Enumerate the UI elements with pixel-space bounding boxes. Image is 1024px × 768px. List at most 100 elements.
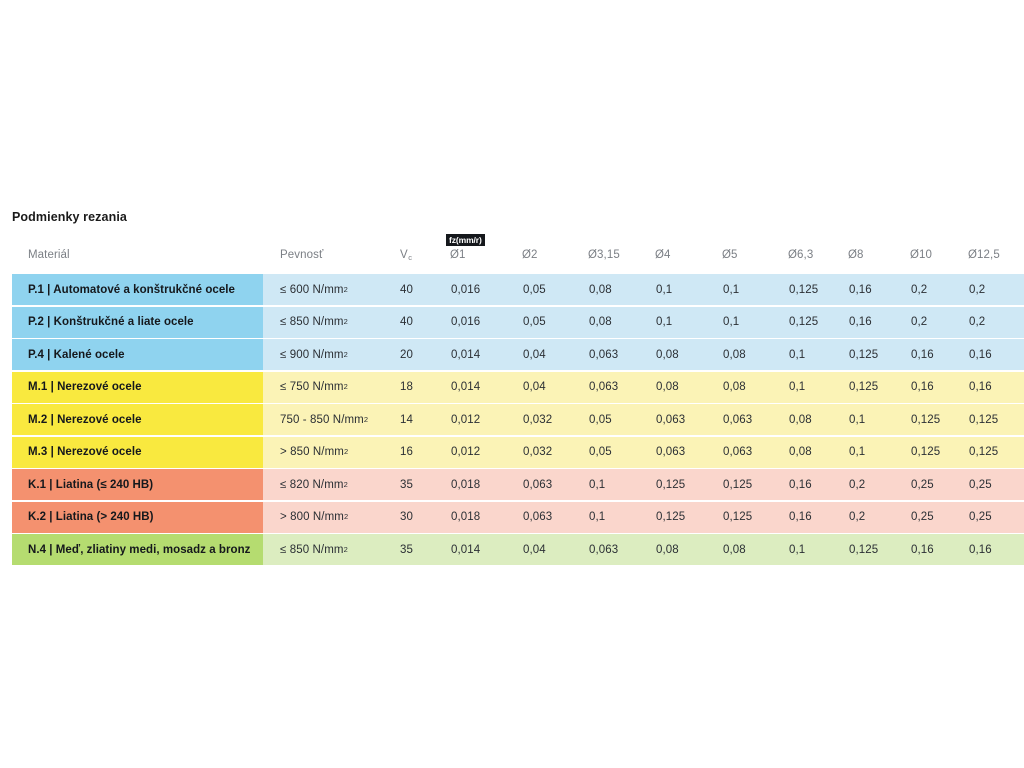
cell-feed-d3: 0,08 (589, 283, 612, 296)
page-title: Podmienky rezania (12, 210, 127, 224)
table-row[interactable]: M.3 | Nerezové ocele > 850 N/mm 2 16 0,012 0,… (0, 436, 1024, 468)
column-header-diameter-7: Ø8 (848, 249, 864, 261)
cell-feed-d6: 0,1 (789, 543, 806, 556)
cell-feed-d1: 0,018 (451, 511, 481, 523)
cell-feed-d3: 0,063 (589, 348, 619, 361)
cell-feed-d2: 0,032 (523, 413, 553, 426)
cell-feed-d7: 0,1 (849, 413, 866, 426)
table-row[interactable]: N.4 | Meď, zliatiny medi, mosadz a bronz… (0, 534, 1024, 565)
cell-feed-d7: 0,125 (849, 381, 879, 393)
table-row[interactable]: K.2 | Liatina (> 240 HB) > 800 N/mm 2 30 0,0… (0, 501, 1024, 533)
table-row[interactable]: K.1 | Liatina (≤ 240 HB) ≤ 820 N/mm 2 35 0,0… (0, 469, 1024, 500)
cell-feed-d8: 0,2 (911, 283, 928, 296)
cell-feed-d4: 0,08 (656, 348, 679, 361)
cell-feed-d4: 0,08 (656, 543, 679, 556)
cell-feed-d4: 0,125 (656, 511, 686, 523)
cell-feed-d2: 0,063 (523, 511, 553, 523)
column-header-strength-label: Pevnosť (280, 249, 324, 261)
table-header-row: fz(mm/r) Materiál Pevnosť Vc Ø1 Ø2 Ø3,15 Ø4… (0, 234, 1024, 274)
table-row[interactable]: M.2 | Nerezové ocele 750 - 850 N/mm 2 14 0,0… (0, 404, 1024, 435)
cell-vc: 35 (400, 478, 413, 491)
column-header-diameter-5: Ø5 (722, 249, 738, 261)
cell-feed-d3: 0,1 (589, 511, 606, 523)
cell-feed-d9: 0,125 (969, 446, 999, 458)
table-row[interactable]: M.1 | Nerezové ocele ≤ 750 N/mm 2 18 0,014 0,… (0, 371, 1024, 403)
cell-feed-d4: 0,063 (656, 446, 686, 458)
cell-feed-d2: 0,04 (523, 381, 546, 393)
cell-feed-d4: 0,125 (656, 478, 686, 491)
cell-feed-d9: 0,125 (969, 413, 999, 426)
cell-material: P.2 | Konštrukčné a liate ocele (12, 306, 263, 338)
cell-feed-d3: 0,08 (589, 316, 612, 328)
cell-vc: 35 (400, 543, 413, 556)
column-header-vc: Vc (400, 249, 413, 262)
cell-material: M.1 | Nerezové ocele (12, 371, 263, 403)
cell-feed-d5: 0,125 (723, 478, 753, 491)
cell-feed-d6: 0,125 (789, 283, 819, 296)
cell-feed-d1: 0,014 (451, 348, 481, 361)
cell-feed-d1: 0,012 (451, 413, 481, 426)
cell-feed-d8: 0,16 (911, 381, 934, 393)
cell-feed-d7: 0,2 (849, 478, 866, 491)
cell-feed-d9: 0,2 (969, 316, 986, 328)
cell-feed-d2: 0,05 (523, 283, 546, 296)
cell-feed-d6: 0,1 (789, 381, 806, 393)
cell-feed-d7: 0,2 (849, 511, 866, 523)
cell-feed-d1: 0,016 (451, 283, 481, 296)
cell-feed-d2: 0,05 (523, 316, 546, 328)
cell-feed-d6: 0,16 (789, 511, 812, 523)
cell-feed-d7: 0,125 (849, 543, 879, 556)
cell-vc: 16 (400, 446, 413, 458)
column-header-vc-label: V (400, 249, 408, 261)
cell-feed-d1: 0,012 (451, 446, 481, 458)
column-header-diameter-8: Ø10 (910, 249, 933, 261)
column-header-strength: Pevnosť (280, 249, 323, 261)
cell-feed-d8: 0,16 (911, 543, 934, 556)
cell-strength: > 850 N/mm 2 (280, 446, 349, 458)
cell-feed-d6: 0,08 (789, 446, 812, 458)
cell-feed-d3: 0,05 (589, 413, 612, 426)
cell-feed-d7: 0,16 (849, 283, 872, 296)
column-header-material: Materiál (28, 249, 70, 261)
cell-feed-d6: 0,125 (789, 316, 819, 328)
cell-feed-d6: 0,16 (789, 478, 812, 491)
cell-material: N.4 | Meď, zliatiny medi, mosadz a bronz (12, 534, 263, 565)
cell-feed-d1: 0,016 (451, 316, 481, 328)
table-body: P.1 | Automatové a konštrukčné ocele ≤ 60… (0, 274, 1024, 565)
column-header-diameter-1: Ø1 (450, 249, 466, 261)
cell-feed-d2: 0,04 (523, 543, 546, 556)
column-header-diameter-3: Ø3,15 (588, 249, 620, 261)
cell-feed-d3: 0,1 (589, 478, 606, 491)
cell-feed-d9: 0,16 (969, 381, 992, 393)
cell-material: K.2 | Liatina (> 240 HB) (12, 501, 263, 533)
cell-feed-d5: 0,08 (723, 543, 746, 556)
cell-strength: ≤ 900 N/mm 2 (280, 348, 348, 361)
cell-feed-d8: 0,16 (911, 348, 934, 361)
cell-feed-d2: 0,063 (523, 478, 553, 491)
column-header-material-label: Materiál (28, 249, 70, 261)
table-row[interactable]: P.4 | Kalené ocele ≤ 900 N/mm 2 20 0,014 0,04… (0, 339, 1024, 370)
cell-feed-d6: 0,08 (789, 413, 812, 426)
cell-feed-d5: 0,1 (723, 283, 740, 296)
cell-feed-d8: 0,25 (911, 478, 934, 491)
column-header-vc-subscript: c (408, 253, 413, 262)
cell-feed-d8: 0,125 (911, 413, 941, 426)
cell-strength: ≤ 850 N/mm 2 (280, 543, 348, 556)
cutting-conditions-table: fz(mm/r) Materiál Pevnosť Vc Ø1 Ø2 Ø3,15 Ø4… (0, 234, 1024, 567)
cell-material: M.3 | Nerezové ocele (12, 436, 263, 468)
cell-vc: 40 (400, 283, 413, 296)
cell-vc: 40 (400, 316, 413, 328)
column-header-diameter-4: Ø4 (655, 249, 671, 261)
cell-feed-d9: 0,25 (969, 511, 992, 523)
cell-feed-d4: 0,063 (656, 413, 686, 426)
cell-feed-d8: 0,25 (911, 511, 934, 523)
cell-material: P.1 | Automatové a konštrukčné ocele (12, 274, 263, 305)
cell-feed-d5: 0,08 (723, 348, 746, 361)
column-header-diameter-2: Ø2 (522, 249, 538, 261)
cell-feed-d3: 0,063 (589, 543, 619, 556)
cell-feed-d3: 0,063 (589, 381, 619, 393)
table-row[interactable]: P.2 | Konštrukčné a liate ocele ≤ 850 N/m… (0, 306, 1024, 338)
cell-feed-d1: 0,014 (451, 381, 481, 393)
table-row[interactable]: P.1 | Automatové a konštrukčné ocele ≤ 60… (0, 274, 1024, 305)
